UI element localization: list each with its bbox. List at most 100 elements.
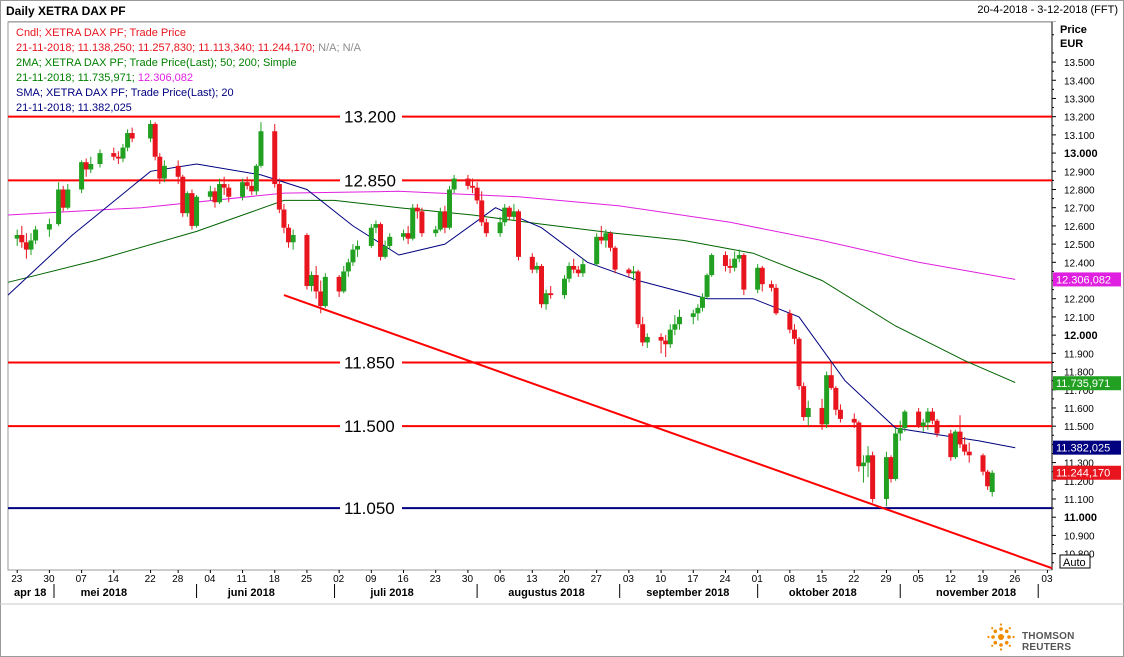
candle-body (83, 162, 89, 170)
candle-body (341, 271, 347, 292)
candle-body (502, 207, 508, 223)
candle-body (447, 189, 453, 228)
y-tick-label: 13.200 (1064, 113, 1095, 124)
candle-body (410, 207, 416, 239)
x-tick-label: 26 (1009, 574, 1021, 585)
level-label: 11.850 (344, 353, 395, 372)
candle-body (644, 336, 650, 343)
candle-body (962, 444, 968, 452)
candle-body (129, 133, 135, 139)
candle-body (194, 196, 200, 226)
candle-body (695, 307, 701, 314)
x-tick-label: 28 (172, 574, 184, 585)
level-label-bg (340, 498, 402, 519)
x-tick-label: 23 (430, 574, 442, 585)
candle-body (690, 313, 696, 317)
candle-body (925, 411, 931, 423)
level-label: 13.200 (344, 108, 396, 127)
candle-body (663, 340, 669, 345)
y-axis-unit: EUR (1060, 38, 1083, 50)
x-tick-label: 11 (237, 574, 248, 585)
legend-ma200-value: 12.306,082 (137, 72, 193, 84)
legend-candle-ohlc: 21-11-2018; 11.138,250; 11.257,830; 11.1… (16, 42, 316, 54)
candle-body (920, 422, 926, 427)
auto-button (1059, 554, 1091, 569)
candle-body (318, 291, 324, 307)
candle-body (755, 267, 761, 290)
y-tick-label: 12.500 (1064, 240, 1095, 251)
candle-body (253, 165, 259, 192)
candle-body (865, 455, 871, 463)
candle-body (79, 162, 85, 190)
candle-body (902, 411, 908, 428)
candle-body (414, 207, 420, 212)
candle-body (152, 123, 158, 157)
ma50-line (7, 199, 1016, 383)
candle-body (538, 265, 544, 305)
candle-body (787, 313, 793, 330)
chart-legend: Cndl; XETRA DAX PF; Trade Price 21-11-20… (16, 26, 361, 116)
candle-body (281, 209, 287, 228)
legend-candle-def: Cndl; XETRA DAX PF; Trade Price (16, 27, 186, 39)
thomson-reuters-logo-icon (987, 623, 1015, 651)
x-tick-label: 12 (945, 574, 957, 585)
candle-body (985, 471, 991, 487)
candle-body (828, 375, 834, 388)
candle-body (115, 156, 121, 159)
y-tick-label: 11.300 (1064, 459, 1094, 470)
candle-body (837, 409, 843, 419)
candle-body (419, 211, 425, 234)
candle-body (405, 233, 411, 239)
candle-body (313, 275, 319, 292)
candle-body (516, 211, 522, 257)
candle-body (561, 278, 567, 296)
candle-body (28, 240, 34, 250)
x-tick-label: 14 (108, 574, 120, 585)
y-tick-label: 13.400 (1064, 76, 1095, 87)
level-label: 11.500 (344, 417, 395, 436)
candle-body (709, 255, 715, 276)
candle-body (948, 433, 954, 458)
x-tick-label: 16 (398, 574, 410, 585)
candle-body (23, 242, 29, 250)
sma20-line (7, 163, 1016, 449)
y-tick-label: 11.900 (1064, 349, 1094, 360)
x-tick-label: 15 (816, 574, 828, 585)
month-label: juni 2018 (227, 587, 275, 599)
candle-body (276, 184, 282, 210)
candle-body (120, 147, 126, 159)
y-tick-label: 12.800 (1064, 185, 1095, 196)
candle-body (989, 472, 995, 493)
candle-body (824, 375, 830, 425)
candle-body (883, 457, 889, 499)
candle-body (741, 255, 747, 290)
candle-body (929, 411, 935, 421)
candle-body (212, 191, 218, 203)
candle-body (635, 271, 641, 325)
y-tick-label: 12.900 (1064, 167, 1095, 178)
thomson-reuters-logo-text: THOMSON REUTERS (1022, 631, 1075, 653)
candle-body (373, 224, 379, 228)
candle-body (980, 455, 986, 472)
candle-body (497, 222, 503, 234)
candle-body (355, 245, 361, 250)
candle-body (630, 271, 636, 274)
candle-body (796, 338, 802, 387)
month-label: september 2018 (646, 587, 729, 599)
candle-body (575, 269, 581, 274)
y-tick-label: 10.900 (1064, 531, 1095, 542)
candle-body (704, 275, 710, 297)
candle-body (658, 336, 664, 341)
candle-body (470, 185, 476, 188)
candle-body (699, 296, 705, 308)
month-label: augustus 2018 (508, 587, 584, 599)
candle-body (722, 255, 728, 266)
candle-body (378, 224, 384, 257)
x-tick-label: 22 (145, 574, 157, 585)
candle-body (451, 178, 457, 190)
candle-body (667, 329, 673, 345)
level-label-bg (340, 352, 402, 373)
candle-body (88, 164, 94, 170)
candle-body (180, 176, 186, 214)
